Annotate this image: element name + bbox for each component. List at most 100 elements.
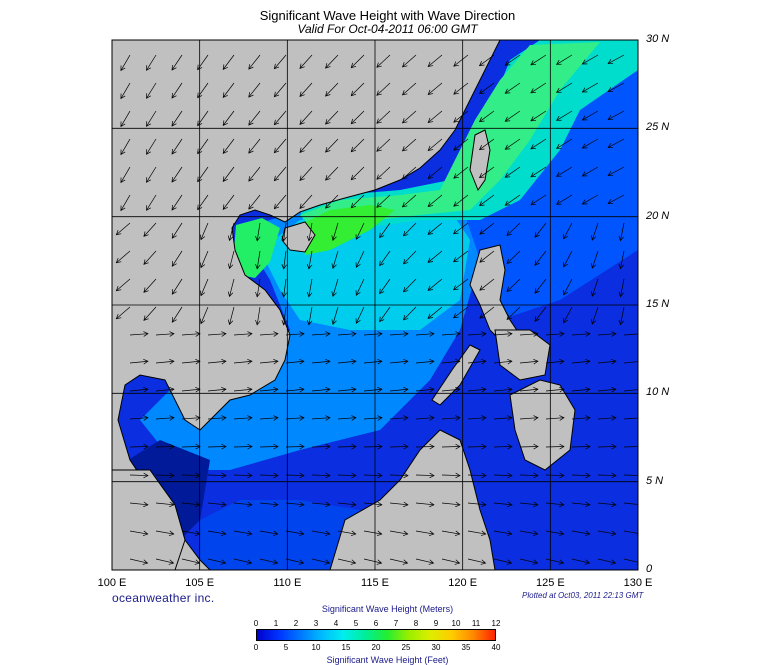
wave-direction-arrow: [402, 54, 417, 68]
wave-direction-arrow: [379, 278, 391, 294]
wave-direction-arrowhead: [377, 386, 383, 393]
wave-direction-arrow: [229, 306, 235, 325]
latitude-label: 5 N: [646, 474, 664, 487]
wave-direction-arrowhead: [429, 386, 435, 393]
wave-direction-arrowhead: [403, 331, 409, 337]
wave-direction-arrowhead: [403, 415, 409, 421]
wave-direction-arrowhead: [427, 89, 434, 95]
wave-direction-arrowhead: [120, 65, 126, 72]
wave-direction-arrow: [129, 388, 148, 392]
wave-direction-arrow: [479, 54, 495, 66]
wave-direction-arrowhead: [504, 172, 511, 178]
wave-direction-arrow: [363, 388, 382, 392]
wave-direction-arrowhead: [530, 144, 536, 150]
wave-direction-arrow: [222, 166, 235, 182]
wave-direction-arrow: [607, 138, 625, 148]
wave-direction-arrowhead: [120, 205, 126, 212]
wave-direction-arrow: [571, 558, 590, 564]
wave-direction-arrowhead: [143, 386, 149, 393]
wave-direction-arrowhead: [581, 115, 588, 121]
wave-direction-arrowhead: [169, 501, 175, 508]
wave-direction-arrowhead: [169, 331, 175, 337]
wave-direction-arrow: [453, 194, 469, 207]
wave-direction-arrow: [620, 222, 625, 241]
wave-direction-arrow: [311, 474, 331, 476]
wave-direction-arrowhead: [506, 314, 512, 320]
legend-feet-tick: 35: [461, 643, 471, 652]
wave-direction-arrowhead: [556, 143, 562, 149]
wave-direction-arrow: [493, 388, 512, 392]
wave-direction-arrow: [283, 278, 287, 297]
wave-direction-arrowhead: [306, 291, 313, 298]
wave-direction-arrowhead: [197, 120, 203, 127]
wave-direction-arrowhead: [325, 63, 331, 69]
wave-direction-arrowhead: [281, 320, 287, 326]
wave-direction-arrowhead: [563, 289, 568, 296]
wave-direction-arrow: [200, 278, 209, 296]
wave-direction-arrowhead: [506, 230, 512, 236]
wave-direction-arrowhead: [325, 415, 331, 421]
wave-direction-arrowhead: [115, 257, 122, 264]
wave-direction-arrow: [479, 138, 495, 150]
wave-direction-arrow: [506, 278, 521, 292]
longitude-label: 130 E: [623, 577, 653, 589]
wave-direction-arrow: [441, 388, 460, 392]
wave-direction-arrowhead: [299, 386, 305, 393]
map-title: Significant Wave Height with Wave Direct…: [259, 8, 516, 23]
wave-direction-arrowhead: [171, 120, 177, 127]
wave-direction-arrow: [200, 306, 209, 324]
wave-direction-arrow: [571, 446, 591, 448]
wave-direction-arrow: [545, 474, 565, 476]
wave-direction-arrowhead: [480, 559, 487, 565]
wave-direction-arrowhead: [115, 285, 122, 292]
wave-direction-arrow: [207, 333, 226, 336]
wave-direction-arrowhead: [146, 93, 151, 99]
wave-direction-arrowhead: [379, 260, 385, 267]
wave-direction-arrow: [582, 82, 599, 93]
wave-direction-arrowhead: [591, 235, 597, 241]
wave-direction-arrow: [582, 138, 599, 149]
wave-direction-arrow: [171, 306, 183, 323]
wave-direction-arrowhead: [248, 64, 254, 70]
legend-meters-tick: 3: [313, 619, 319, 628]
wave-direction-arrowhead: [325, 147, 331, 153]
wave-direction-arrowhead: [559, 331, 565, 337]
wave-direction-arrowhead: [246, 559, 253, 565]
wave-direction-arrowhead: [200, 234, 206, 241]
wave-direction-arrow: [597, 502, 616, 506]
wave-direction-arrow: [259, 360, 278, 364]
wave-direction-arrowhead: [299, 91, 305, 97]
wave-direction-arrowhead: [306, 235, 313, 242]
wave-direction-arrow: [350, 138, 365, 152]
wave-direction-arrowhead: [402, 530, 409, 536]
wave-direction-arrowhead: [607, 115, 614, 120]
wave-direction-arrow: [493, 474, 513, 476]
wave-direction-arrowhead: [532, 530, 539, 536]
wave-direction-arrowhead: [556, 87, 562, 93]
wave-direction-arrowhead: [168, 559, 175, 565]
wave-direction-arrow: [207, 360, 226, 364]
wave-direction-arrow: [403, 222, 417, 237]
wave-direction-arrowhead: [478, 201, 485, 207]
wave-direction-arrowhead: [273, 63, 280, 70]
wave-direction-arrowhead: [143, 443, 149, 450]
wave-direction-arrowhead: [591, 319, 597, 325]
wave-direction-arrowhead: [222, 176, 228, 182]
wave-direction-arrowhead: [281, 236, 287, 242]
wave-direction-arrowhead: [427, 257, 434, 263]
wave-direction-arrow: [181, 446, 201, 448]
latitude-label: 0: [646, 563, 653, 575]
wave-direction-arrow: [623, 417, 638, 420]
wave-direction-arrow: [493, 558, 512, 564]
wave-direction-arrowhead: [402, 559, 409, 565]
wave-direction-arrow: [259, 333, 278, 336]
wave-direction-arrow: [155, 530, 174, 535]
wave-direction-arrowhead: [171, 289, 177, 295]
wave-direction-arrow: [207, 446, 227, 448]
wave-direction-arrow: [505, 166, 521, 178]
wave-direction-arrowhead: [507, 472, 513, 479]
wave-direction-arrow: [274, 54, 287, 69]
wave-direction-arrow: [623, 558, 638, 563]
wave-direction-arrowhead: [428, 559, 435, 565]
wave-direction-arrow: [332, 250, 339, 269]
